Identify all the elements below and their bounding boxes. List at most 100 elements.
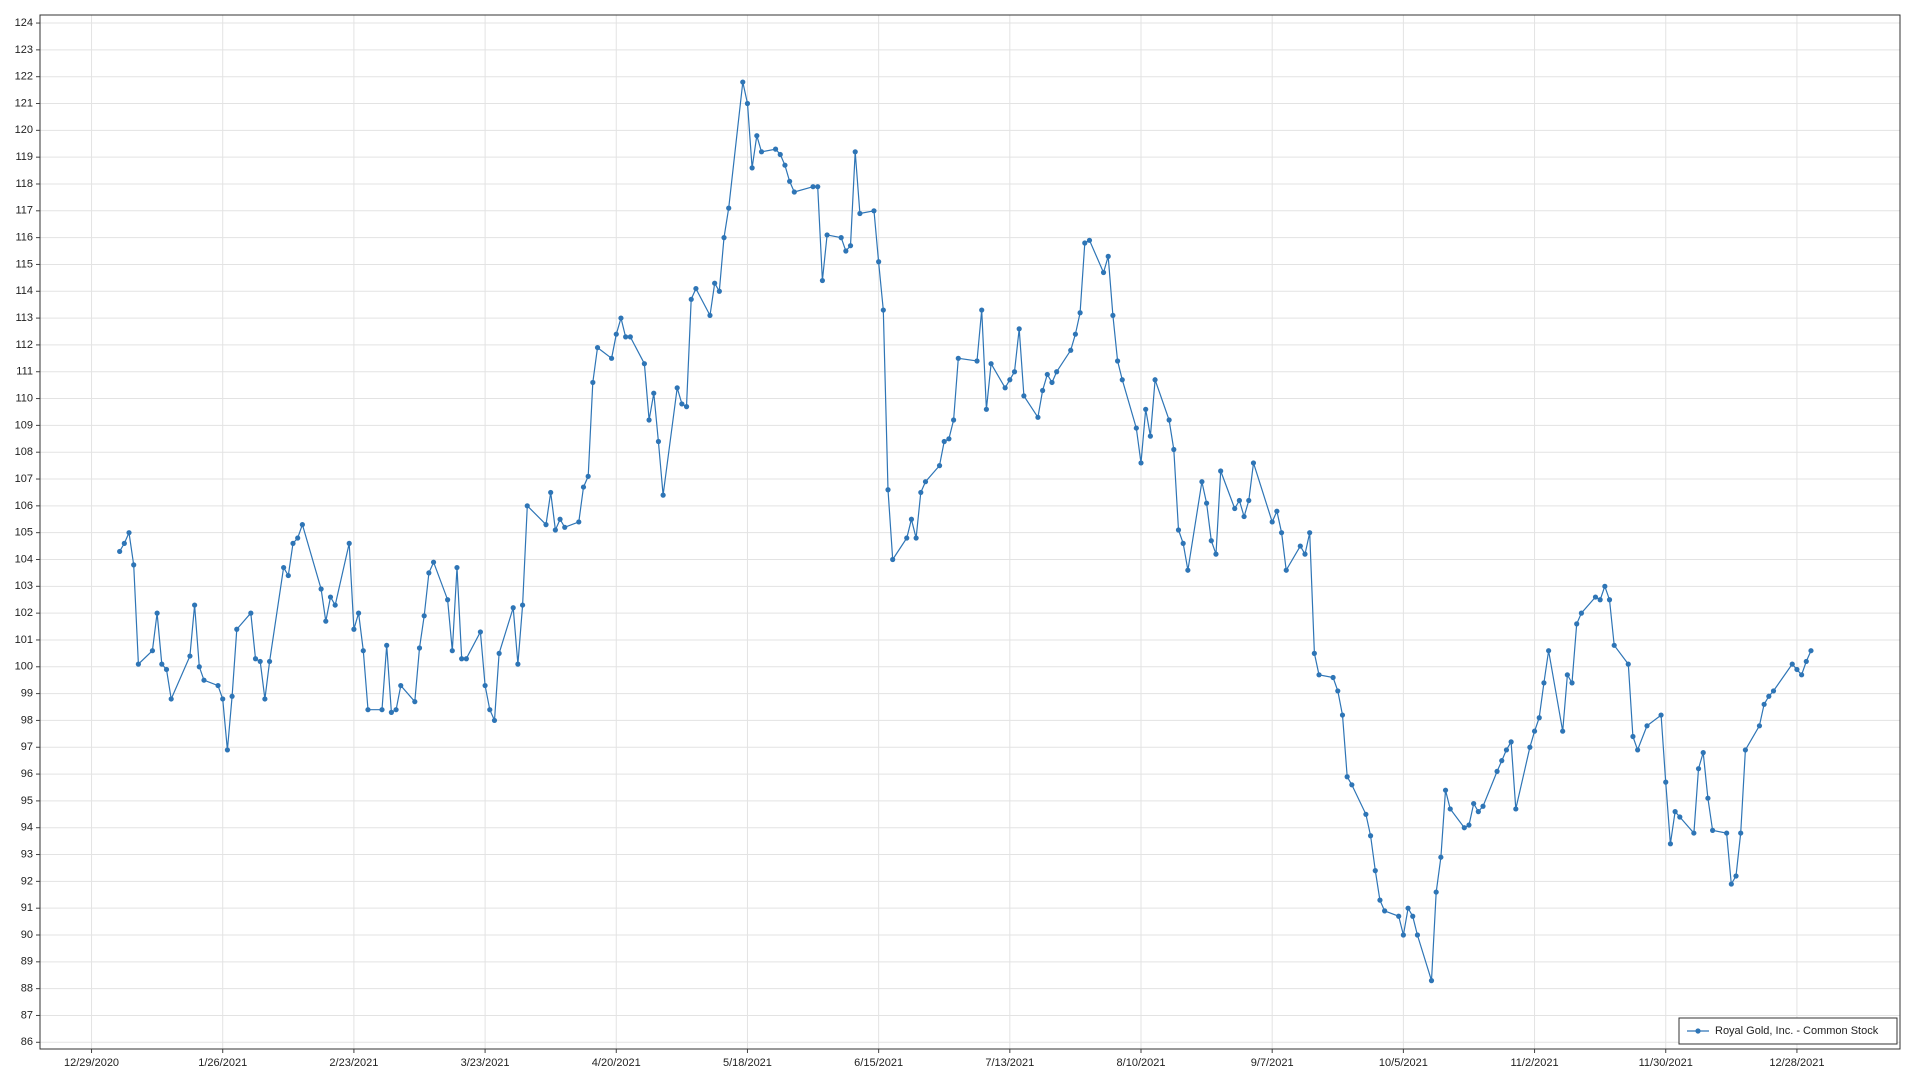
y-tick-label: 113: [15, 312, 33, 324]
data-point: [674, 385, 680, 391]
data-point: [988, 361, 994, 367]
legend-marker: [1695, 1028, 1701, 1034]
data-point: [1335, 688, 1341, 694]
data-point: [1410, 913, 1416, 919]
x-tick-label: 7/13/2021: [985, 1057, 1034, 1069]
data-point: [580, 484, 587, 490]
data-point: [552, 527, 558, 533]
data-point: [1054, 369, 1060, 375]
data-point: [487, 707, 493, 713]
data-point: [1133, 425, 1139, 431]
data-point: [772, 146, 779, 152]
y-tick-label: 107: [15, 473, 33, 485]
data-point: [1466, 822, 1472, 828]
data-point: [1808, 648, 1814, 654]
y-tick-label: 89: [21, 956, 33, 968]
data-point: [327, 594, 334, 600]
y-tick-label: 99: [21, 688, 33, 700]
data-point: [332, 602, 338, 608]
data-point: [777, 151, 783, 158]
data-point: [1738, 830, 1744, 836]
data-point: [974, 358, 980, 364]
data-point: [1302, 551, 1308, 557]
x-tick-label: 4/20/2021: [592, 1057, 641, 1069]
data-point: [1011, 369, 1018, 375]
y-tick-label: 103: [15, 580, 33, 592]
data-point: [1236, 497, 1242, 504]
data-point: [880, 307, 886, 313]
data-point: [946, 436, 952, 442]
data-point: [318, 586, 324, 592]
data-point: [1072, 331, 1079, 337]
data-point: [192, 602, 198, 608]
data-point: [824, 232, 830, 238]
data-point: [1663, 779, 1669, 785]
x-tick-label: 5/18/2021: [723, 1057, 772, 1069]
data-point: [585, 473, 591, 479]
y-tick-label: 104: [15, 553, 33, 565]
data-point: [623, 334, 629, 340]
legend-label: Royal Gold, Inc. - Common Stock: [1715, 1025, 1879, 1037]
data-point: [290, 540, 296, 546]
data-point: [979, 307, 985, 313]
x-tick-label: 11/30/2021: [1639, 1057, 1693, 1069]
data-point: [1185, 567, 1191, 573]
data-point: [660, 492, 666, 498]
data-point: [524, 503, 530, 509]
data-point: [154, 610, 160, 616]
y-tick-label: 90: [21, 929, 33, 941]
data-point: [1180, 540, 1186, 546]
data-point: [1007, 377, 1013, 383]
data-point: [1625, 661, 1631, 667]
data-point: [482, 682, 488, 689]
data-point: [1461, 825, 1467, 831]
data-point: [590, 379, 596, 386]
data-point: [1644, 723, 1650, 729]
data-point: [941, 438, 947, 445]
data-point: [1442, 787, 1449, 793]
data-point: [1438, 854, 1444, 860]
data-point: [1377, 897, 1383, 903]
x-tick-label: 2/23/2021: [329, 1057, 378, 1069]
data-point: [1733, 873, 1739, 879]
data-point: [1396, 913, 1402, 919]
data-point: [838, 235, 844, 241]
data-point: [613, 331, 619, 337]
data-point: [459, 656, 465, 662]
data-point: [1405, 905, 1411, 911]
y-tick-label: 112: [15, 339, 33, 351]
data-point: [1672, 809, 1678, 815]
data-point: [651, 390, 657, 396]
data-point: [1592, 594, 1599, 600]
data-point: [1803, 658, 1809, 665]
data-point: [379, 707, 385, 713]
data-point: [1499, 758, 1505, 764]
data-point: [918, 489, 924, 496]
data-point: [1597, 597, 1603, 603]
data-point: [1100, 269, 1107, 276]
data-point: [1021, 393, 1027, 399]
data-point: [285, 572, 291, 579]
data-point: [1630, 733, 1636, 740]
data-point: [1475, 809, 1481, 815]
data-point: [187, 653, 193, 659]
data-point: [1246, 497, 1252, 504]
data-point: [299, 522, 305, 528]
data-point: [1414, 932, 1421, 938]
data-point: [117, 548, 123, 555]
data-point: [510, 605, 516, 611]
data-point: [1433, 889, 1439, 895]
y-tick-label: 119: [15, 151, 33, 163]
data-point: [548, 489, 554, 496]
data-point: [1367, 833, 1374, 839]
data-point: [426, 570, 432, 576]
y-tick-label: 96: [21, 768, 33, 780]
data-point: [135, 661, 141, 667]
y-tick-label: 116: [15, 232, 33, 244]
data-point: [1166, 417, 1172, 423]
data-point: [627, 334, 633, 340]
data-point: [351, 626, 357, 632]
data-point: [1002, 385, 1008, 391]
data-point: [1503, 747, 1510, 753]
data-point: [323, 618, 329, 624]
